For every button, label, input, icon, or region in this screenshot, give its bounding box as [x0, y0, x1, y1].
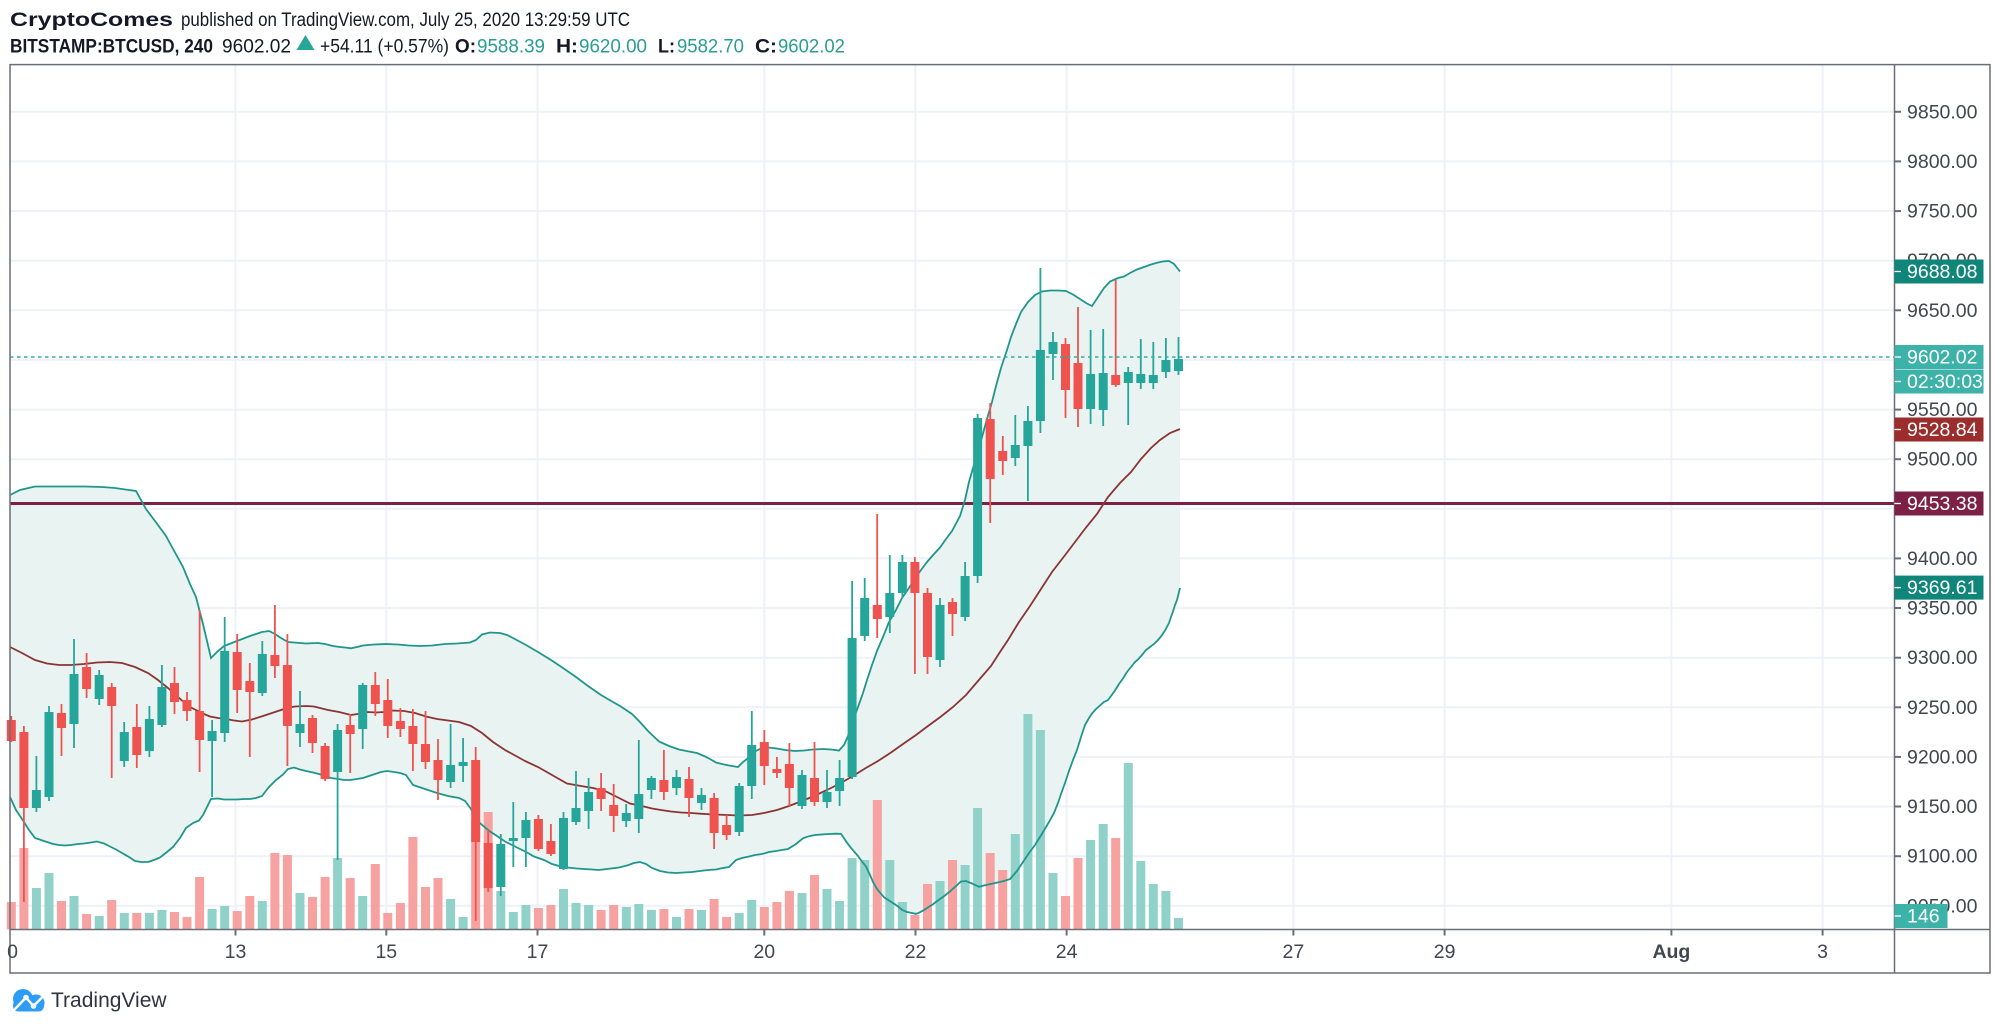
- svg-text:O:: O:: [455, 36, 476, 58]
- svg-text:9650.00: 9650.00: [1907, 300, 1978, 322]
- svg-text:3: 3: [1817, 941, 1828, 963]
- svg-text:24: 24: [1056, 941, 1078, 963]
- svg-text:146: 146: [1907, 906, 1940, 928]
- svg-text:9528.84: 9528.84: [1907, 419, 1978, 441]
- svg-text:9850.00: 9850.00: [1907, 101, 1978, 123]
- svg-text:9369.61: 9369.61: [1907, 577, 1978, 599]
- svg-text:9500.00: 9500.00: [1907, 449, 1978, 471]
- svg-text:9582.70: 9582.70: [677, 36, 744, 58]
- svg-text:9200.00: 9200.00: [1907, 746, 1978, 768]
- svg-text:9688.08: 9688.08: [1907, 261, 1978, 283]
- svg-text:9453.38: 9453.38: [1907, 493, 1978, 515]
- svg-text:0: 0: [7, 941, 18, 963]
- svg-text:Aug: Aug: [1652, 941, 1690, 963]
- svg-text:L:: L:: [658, 36, 675, 58]
- svg-text:9602.02: 9602.02: [1907, 347, 1978, 369]
- svg-text:27: 27: [1283, 941, 1305, 963]
- svg-text:+54.11 (+0.57%): +54.11 (+0.57%): [320, 36, 449, 58]
- svg-text:29: 29: [1434, 941, 1456, 963]
- svg-text:02:30:03: 02:30:03: [1907, 371, 1983, 393]
- svg-text:22: 22: [905, 941, 927, 963]
- svg-text:9620.00: 9620.00: [579, 36, 647, 58]
- svg-text:9400.00: 9400.00: [1907, 548, 1978, 570]
- svg-text:9350.00: 9350.00: [1907, 598, 1978, 620]
- svg-text:9250.00: 9250.00: [1907, 697, 1978, 719]
- svg-text:9602.02: 9602.02: [222, 36, 291, 58]
- svg-text:9800.00: 9800.00: [1907, 151, 1978, 173]
- svg-text:9100.00: 9100.00: [1907, 846, 1978, 868]
- svg-text:CryptoComes: CryptoComes: [10, 10, 173, 31]
- svg-text:H:: H:: [556, 36, 578, 58]
- svg-text:17: 17: [527, 941, 549, 963]
- svg-text:TradingView: TradingView: [51, 989, 167, 1012]
- svg-text:C:: C:: [755, 36, 777, 58]
- svg-text:9300.00: 9300.00: [1907, 647, 1978, 669]
- svg-text:13: 13: [225, 941, 247, 963]
- svg-text:9750.00: 9750.00: [1907, 201, 1978, 223]
- svg-text:9602.02: 9602.02: [778, 36, 845, 58]
- svg-text:9150.00: 9150.00: [1907, 796, 1978, 818]
- svg-text:20: 20: [753, 941, 775, 963]
- svg-text:9588.39: 9588.39: [477, 36, 545, 58]
- svg-text:9550.00: 9550.00: [1907, 399, 1978, 421]
- svg-text:15: 15: [375, 941, 397, 963]
- svg-text:published on TradingView.com,: published on TradingView.com, July 25, 2…: [181, 10, 630, 31]
- svg-text:BITSTAMP:BTCUSD, 240: BITSTAMP:BTCUSD, 240: [10, 36, 213, 58]
